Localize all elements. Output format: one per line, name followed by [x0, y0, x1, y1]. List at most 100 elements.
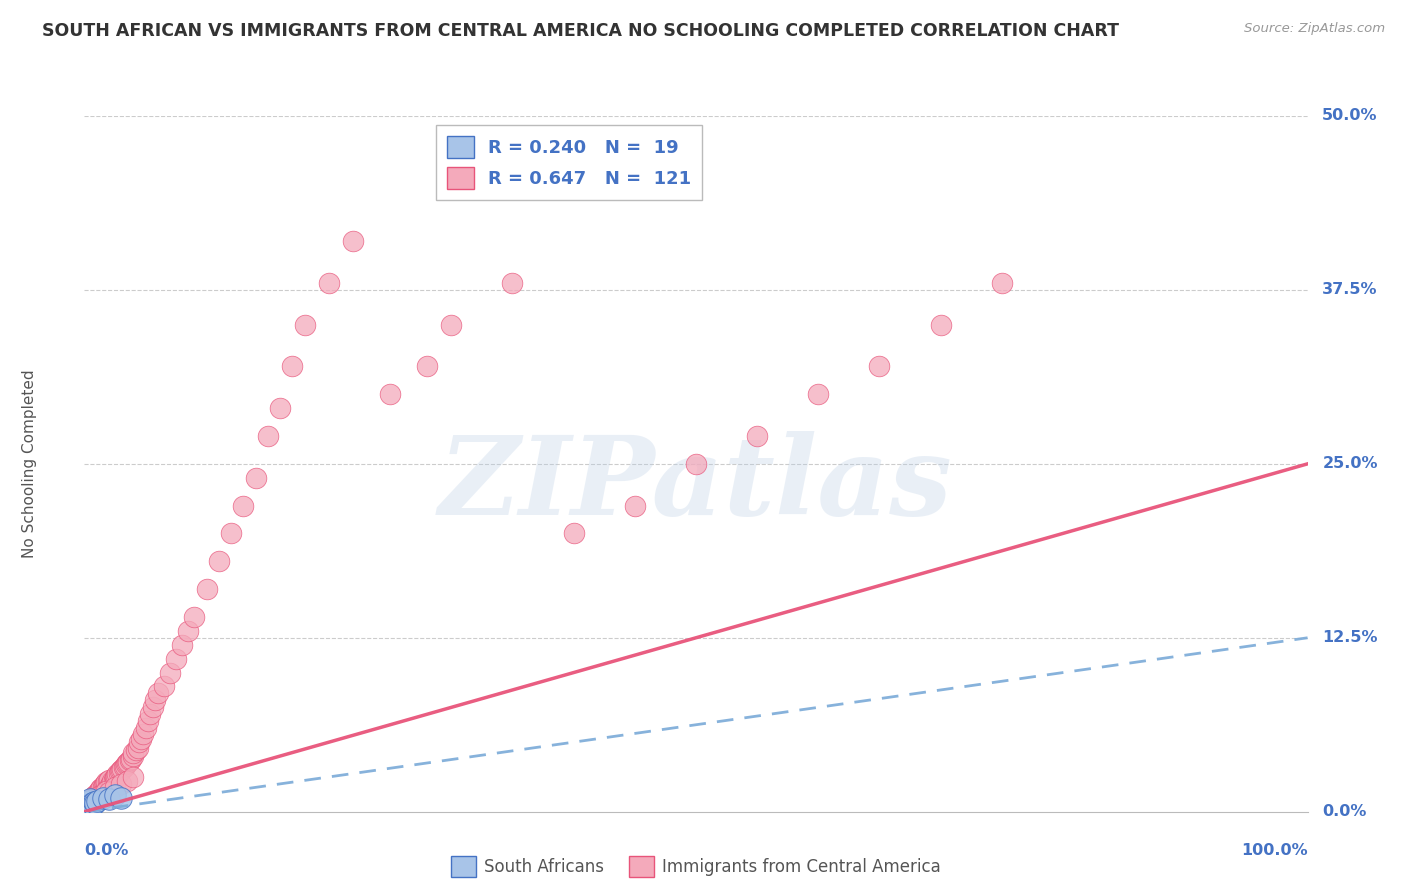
Text: 0.0%: 0.0%: [84, 843, 129, 858]
Point: [114, 759, 136, 773]
Point: [97, 772, 120, 787]
Text: Source: ZipAtlas.com: Source: ZipAtlas.com: [1244, 22, 1385, 36]
Point: [86, 792, 108, 806]
Point: [89, 788, 111, 802]
Point: [117, 755, 139, 769]
Point: [76, 797, 98, 812]
Point: [104, 770, 127, 784]
Point: [96, 775, 118, 789]
Point: [91, 780, 114, 794]
Point: [103, 772, 125, 787]
Point: [929, 318, 952, 332]
Point: [183, 610, 205, 624]
Point: [232, 499, 254, 513]
Point: [79, 792, 101, 806]
Point: [79, 794, 101, 808]
Point: [76, 797, 98, 811]
Point: [98, 778, 121, 792]
Point: [146, 686, 169, 700]
Point: [115, 756, 138, 770]
Point: [112, 760, 135, 774]
Text: 25.0%: 25.0%: [1322, 457, 1378, 471]
Point: [93, 787, 115, 801]
Point: [83, 794, 105, 808]
Point: [132, 727, 155, 741]
Point: [440, 318, 463, 332]
Point: [83, 795, 105, 809]
Point: [76, 803, 98, 817]
Point: [76, 797, 98, 812]
Point: [257, 429, 280, 443]
Point: [79, 799, 101, 814]
Point: [97, 774, 120, 789]
Point: [105, 768, 128, 782]
Point: [104, 772, 127, 786]
Point: [135, 721, 157, 735]
Point: [94, 777, 117, 791]
Point: [122, 770, 145, 784]
Point: [83, 795, 105, 809]
Point: [82, 790, 104, 805]
Point: [84, 788, 107, 802]
Legend: South Africans, Immigrants from Central America: South Africans, Immigrants from Central …: [444, 850, 948, 883]
Point: [96, 782, 118, 797]
Point: [77, 797, 100, 812]
Point: [82, 797, 104, 812]
Point: [562, 526, 585, 541]
Point: [153, 680, 176, 694]
Point: [82, 792, 104, 806]
Point: [76, 800, 98, 814]
Point: [105, 767, 128, 781]
Point: [87, 784, 110, 798]
Point: [79, 794, 101, 808]
Point: [90, 787, 112, 801]
Point: [807, 387, 830, 401]
Point: [139, 707, 162, 722]
Point: [76, 800, 98, 814]
Point: [104, 780, 127, 794]
Point: [115, 774, 138, 789]
Point: [107, 765, 129, 780]
Point: [990, 276, 1012, 290]
Point: [165, 651, 187, 665]
Point: [685, 457, 707, 471]
Point: [342, 234, 364, 248]
Point: [111, 762, 134, 776]
Point: [86, 794, 108, 808]
Text: 0.0%: 0.0%: [1322, 805, 1367, 819]
Point: [501, 276, 523, 290]
Point: [128, 735, 150, 749]
Point: [245, 471, 267, 485]
Point: [75, 799, 97, 814]
Point: [77, 797, 100, 811]
Point: [380, 387, 402, 401]
Point: [75, 802, 97, 816]
Point: [318, 276, 340, 290]
Point: [84, 790, 107, 805]
Point: [91, 790, 114, 805]
Point: [97, 792, 120, 806]
Point: [75, 802, 97, 816]
Point: [77, 795, 100, 809]
Point: [80, 792, 103, 806]
Point: [94, 784, 117, 798]
Point: [125, 743, 148, 757]
Point: [87, 789, 110, 804]
Text: 100.0%: 100.0%: [1241, 843, 1308, 858]
Point: [127, 740, 149, 755]
Point: [115, 757, 138, 772]
Point: [91, 787, 114, 801]
Point: [83, 789, 105, 804]
Point: [869, 359, 891, 374]
Text: No Schooling Completed: No Schooling Completed: [22, 369, 37, 558]
Point: [110, 763, 132, 777]
Point: [120, 752, 142, 766]
Point: [269, 401, 291, 416]
Point: [159, 665, 181, 680]
Point: [122, 746, 145, 760]
Point: [77, 797, 100, 811]
Point: [294, 318, 316, 332]
Point: [97, 785, 120, 799]
Point: [75, 799, 97, 814]
Point: [747, 429, 769, 443]
